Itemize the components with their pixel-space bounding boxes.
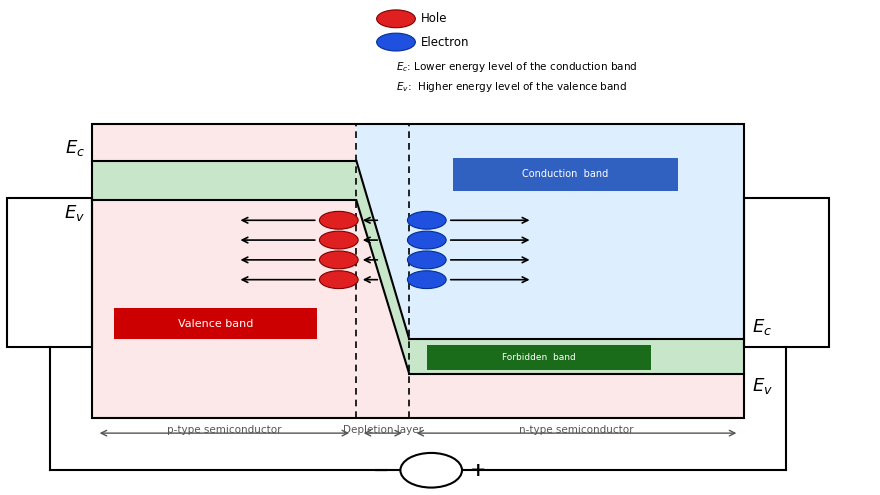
Polygon shape xyxy=(92,161,356,200)
Text: $E_c$: $E_c$ xyxy=(65,139,85,158)
Text: $E_v$: $E_v$ xyxy=(752,376,774,396)
Ellipse shape xyxy=(319,231,358,249)
Ellipse shape xyxy=(407,271,446,289)
Ellipse shape xyxy=(319,211,358,229)
Polygon shape xyxy=(409,374,744,418)
Text: Forbidden  band: Forbidden band xyxy=(502,353,576,362)
Polygon shape xyxy=(356,161,409,374)
Polygon shape xyxy=(409,339,744,374)
Bar xyxy=(92,124,744,418)
Text: Conduction  band: Conduction band xyxy=(522,169,609,180)
Ellipse shape xyxy=(407,211,446,229)
Ellipse shape xyxy=(407,231,446,249)
Bar xyxy=(7,198,92,346)
Text: Electron: Electron xyxy=(421,36,469,49)
Text: +: + xyxy=(470,461,486,480)
Text: p-type semiconductor: p-type semiconductor xyxy=(167,425,282,435)
FancyBboxPatch shape xyxy=(427,345,651,370)
Polygon shape xyxy=(356,200,409,418)
Text: $E_c$: Lower energy level of the conduction band: $E_c$: Lower energy level of the conduct… xyxy=(396,60,637,74)
FancyBboxPatch shape xyxy=(114,308,317,339)
Text: $E_v$: $E_v$ xyxy=(64,203,85,223)
Ellipse shape xyxy=(377,33,415,51)
Bar xyxy=(744,198,829,346)
Text: $E_c$: $E_c$ xyxy=(752,317,773,337)
Ellipse shape xyxy=(319,271,358,289)
Text: n-type semiconductor: n-type semiconductor xyxy=(519,425,634,435)
Ellipse shape xyxy=(319,251,358,269)
Ellipse shape xyxy=(407,251,446,269)
Polygon shape xyxy=(356,124,744,339)
Ellipse shape xyxy=(377,10,415,28)
Polygon shape xyxy=(92,124,356,418)
Text: $E_v$:  Higher energy level of the valence band: $E_v$: Higher energy level of the valenc… xyxy=(396,80,627,94)
Text: −: − xyxy=(373,461,389,480)
FancyBboxPatch shape xyxy=(453,158,678,191)
Text: Hole: Hole xyxy=(421,12,447,25)
Text: Valence band: Valence band xyxy=(178,319,253,329)
Text: Depletion layer: Depletion layer xyxy=(343,425,422,435)
